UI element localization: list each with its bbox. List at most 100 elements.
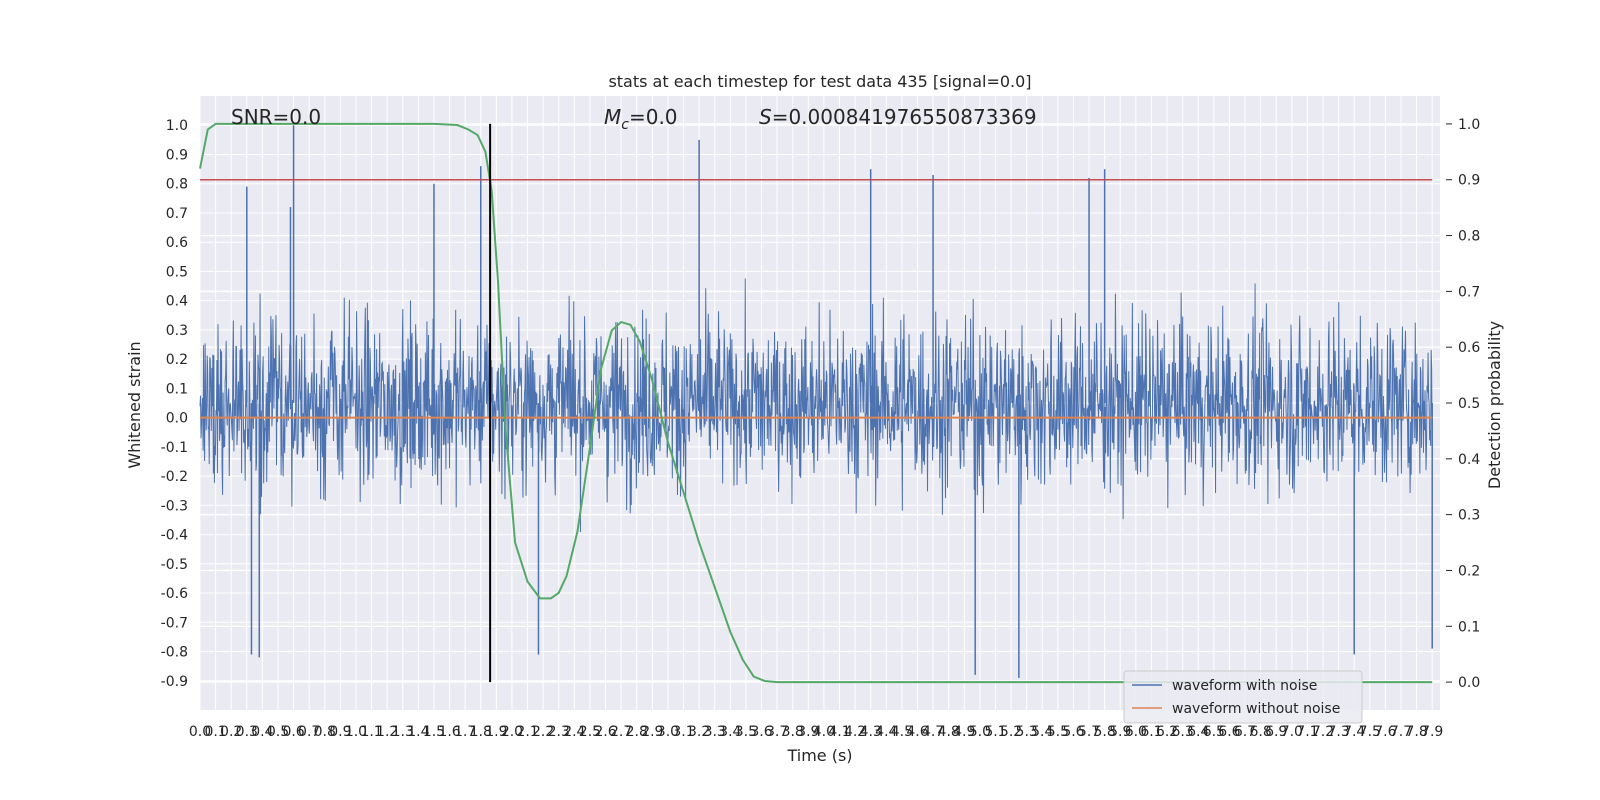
detection-probability-line [199, 122, 1433, 684]
y2-tick-label: 0.6 [1458, 340, 1480, 356]
x-tick-label: 0.2 [220, 724, 242, 740]
x-tick-label: 1.4 [407, 724, 429, 740]
x-tick-label: 4.1 [828, 724, 850, 740]
x-tick-label: 5.0 [969, 724, 991, 740]
x-tick-label: 3.1 [672, 724, 694, 740]
x-tick-label: 2.4 [563, 724, 585, 740]
x-tick-label: 3.3 [704, 724, 726, 740]
score-value: =0.000841976550873369 [772, 105, 1037, 129]
x-tick-label: 4.5 [891, 724, 913, 740]
x-tick-label: 0.7 [298, 724, 320, 740]
y-tick-label: 0.1 [166, 381, 188, 397]
x-tick-label: 3.6 [750, 724, 772, 740]
x-tick-label: 5.8 [1094, 724, 1116, 740]
x-tick-label: 5.4 [1031, 724, 1053, 740]
x-tick-label: 0.8 [314, 724, 336, 740]
x-tick-label: 7.7 [1390, 724, 1412, 740]
x-tick-label: 0.9 [329, 724, 351, 740]
x-tick-label: 2.2 [532, 724, 554, 740]
x-tick-label: 7.1 [1296, 724, 1318, 740]
x-tick-label: 0.3 [236, 724, 258, 740]
x-tick-label: 4.6 [906, 724, 928, 740]
ticks-layer: 0.00.10.20.30.40.50.60.70.80.91.01.11.21… [161, 117, 1481, 740]
x-tick-label: 7.8 [1405, 724, 1427, 740]
y2-tick-label: 1.0 [1458, 117, 1480, 133]
x-tick-label: 6.5 [1203, 724, 1225, 740]
x-tick-label: 6.7 [1234, 724, 1256, 740]
y-tick-label: -0.4 [161, 528, 188, 544]
x-tick-label: 6.1 [1140, 724, 1162, 740]
x-tick-label: 5.3 [1016, 724, 1038, 740]
y-tick-label: 0.3 [166, 323, 188, 339]
x-tick-label: 2.0 [501, 724, 523, 740]
y2-tick-label: 0.5 [1458, 396, 1480, 412]
y-tick-label: 0.7 [166, 206, 188, 222]
y2-tick-label: 0.1 [1458, 619, 1480, 635]
x-tick-label: 2.7 [610, 724, 632, 740]
y-tick-label: 1.0 [166, 118, 188, 134]
y-tick-label: -0.6 [161, 586, 188, 602]
y-tick-label: 0.6 [166, 235, 188, 251]
chirp-mass-annotation: Mc=0.0 [604, 105, 678, 133]
x-tick-label: 5.2 [1000, 724, 1022, 740]
chirp-mass-symbol: M [604, 105, 621, 129]
x-tick-label: 0.0 [189, 724, 211, 740]
x-tick-label: 7.6 [1374, 724, 1396, 740]
x-tick-label: 6.2 [1156, 724, 1178, 740]
x-tick-label: 6.0 [1125, 724, 1147, 740]
legend: waveform with noise waveform without noi… [1123, 670, 1363, 724]
y-tick-label: 0.2 [166, 352, 188, 368]
y-tick-label: -0.5 [161, 557, 188, 573]
x-tick-label: 1.5 [423, 724, 445, 740]
x-tick-label: 3.7 [766, 724, 788, 740]
x-tick-label: 4.3 [860, 724, 882, 740]
y-axis-label: Whitened strain [125, 341, 144, 468]
y2-tick-label: 0.8 [1458, 229, 1480, 245]
x-tick-label: 1.6 [438, 724, 460, 740]
x-tick-label: 7.3 [1327, 724, 1349, 740]
y-tick-label: 0.5 [166, 264, 188, 280]
x-tick-label: 3.5 [735, 724, 757, 740]
waveform-with-noise-line [199, 278, 1433, 533]
y-tick-label: 0.9 [166, 147, 188, 163]
legend-label-noise: waveform with noise [1172, 678, 1317, 694]
y-tick-label: 0.0 [166, 411, 188, 427]
x-tick-label: 1.7 [454, 724, 476, 740]
x-tick-label: 4.8 [938, 724, 960, 740]
x-tick-label: 7.9 [1421, 724, 1443, 740]
x-tick-label: 6.6 [1218, 724, 1240, 740]
y-tick-label: -0.8 [161, 645, 188, 661]
y2-tick-label: 0.2 [1458, 563, 1480, 579]
lines-layer [199, 122, 1433, 684]
x-tick-label: 3.0 [657, 724, 679, 740]
x-tick-label: 3.9 [797, 724, 819, 740]
x-tick-label: 1.9 [485, 724, 507, 740]
chirp-mass-subscript: c [621, 117, 629, 133]
x-tick-label: 4.2 [844, 724, 866, 740]
y-tick-label: -0.2 [161, 469, 188, 485]
x-tick-label: 0.1 [204, 724, 226, 740]
x-tick-label: 7.4 [1343, 724, 1365, 740]
x-tick-label: 5.9 [1109, 724, 1131, 740]
x-tick-label: 0.4 [251, 724, 273, 740]
x-tick-label: 5.6 [1062, 724, 1084, 740]
y2-axis-label: Detection probability [1485, 321, 1504, 489]
chart-title: stats at each timestep for test data 435… [608, 72, 1031, 91]
x-tick-label: 1.8 [470, 724, 492, 740]
score-symbol: S [759, 105, 772, 129]
x-tick-label: 2.8 [626, 724, 648, 740]
chirp-mass-value: =0.0 [629, 105, 678, 129]
x-tick-label: 2.5 [579, 724, 601, 740]
x-tick-label: 6.8 [1249, 724, 1271, 740]
x-tick-label: 2.1 [516, 724, 538, 740]
x-tick-label: 0.5 [267, 724, 289, 740]
y-tick-label: -0.7 [161, 615, 188, 631]
x-tick-label: 1.2 [376, 724, 398, 740]
y2-tick-label: 0.0 [1458, 675, 1480, 691]
x-tick-label: 6.4 [1187, 724, 1209, 740]
x-tick-label: 2.9 [641, 724, 663, 740]
x-tick-label: 5.7 [1078, 724, 1100, 740]
x-tick-label: 4.7 [922, 724, 944, 740]
x-tick-label: 1.0 [345, 724, 367, 740]
